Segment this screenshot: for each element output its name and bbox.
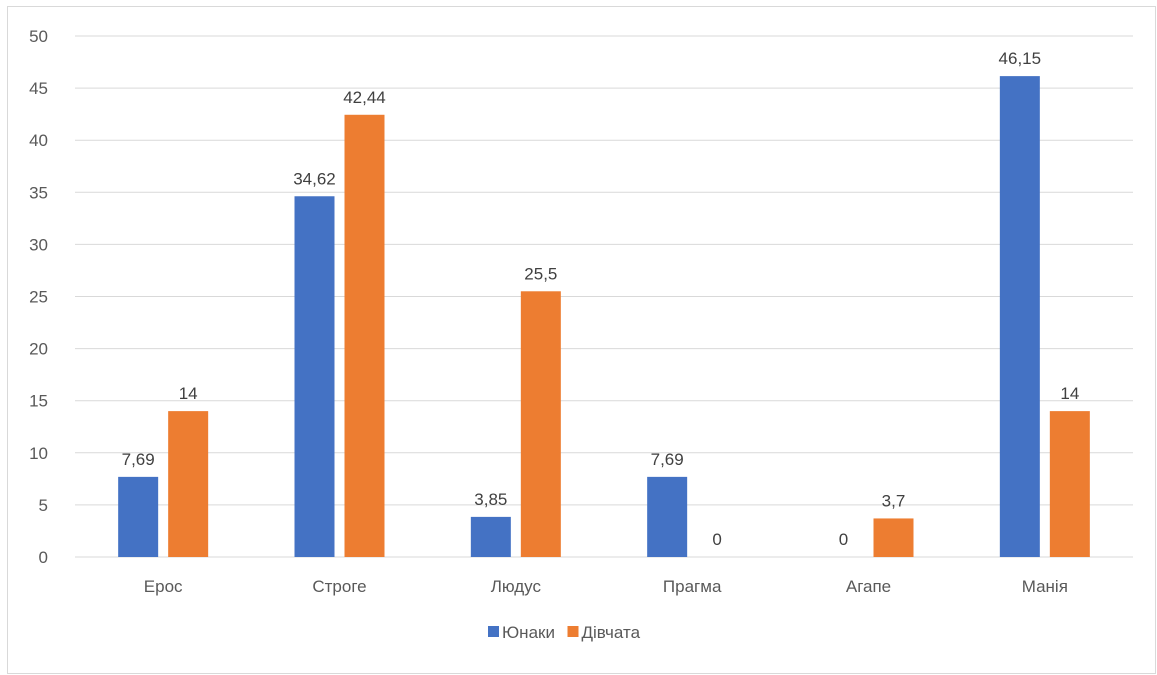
y-tick-label-40: 40: [29, 131, 48, 150]
data-label-series2-0: 14: [179, 384, 198, 403]
y-tick-label-45: 45: [29, 79, 48, 98]
y-tick-label-5: 5: [39, 496, 48, 515]
legend-label-1: Дівчата: [582, 623, 641, 642]
category-label-0: Ерос: [144, 577, 183, 596]
y-tick-label-25: 25: [29, 288, 48, 307]
legend-label-0: Юнаки: [502, 623, 555, 642]
data-label-series1-1: 34,62: [293, 169, 336, 188]
y-tick-label-30: 30: [29, 235, 48, 254]
bar-series1-3: [647, 476, 688, 557]
bar-series2-2: [520, 291, 561, 557]
legend-swatch-1: [567, 626, 579, 637]
data-label-series1-5: 46,15: [999, 49, 1042, 68]
bar-series2-4: [873, 518, 914, 557]
data-label-series1-3: 7,69: [651, 450, 684, 469]
bar-series2-0: [168, 411, 209, 557]
y-tick-label-0: 0: [39, 548, 48, 567]
y-tick-label-50: 50: [29, 27, 48, 46]
data-label-series2-3: 0: [712, 530, 721, 549]
data-label-series1-4: 0: [839, 530, 848, 549]
y-tick-label-15: 15: [29, 392, 48, 411]
category-label-3: Прагма: [663, 577, 722, 596]
bar-series1-1: [294, 196, 335, 558]
y-tick-label-10: 10: [29, 444, 48, 463]
category-label-5: Манія: [1022, 577, 1068, 596]
data-label-series1-2: 3,85: [474, 490, 507, 509]
bar-series2-1: [344, 114, 385, 557]
data-label-series2-4: 3,7: [882, 491, 906, 510]
category-label-2: Людус: [491, 577, 542, 596]
data-label-series2-5: 14: [1060, 384, 1079, 403]
bar-series2-5: [1049, 411, 1090, 557]
category-label-4: Агапе: [846, 577, 891, 596]
data-label-series2-2: 25,5: [524, 264, 557, 283]
bar-series1-0: [118, 476, 159, 557]
bar-series1-5: [999, 76, 1040, 557]
chart-frame: [7, 6, 1156, 674]
bar-series1-2: [470, 516, 511, 557]
y-tick-label-35: 35: [29, 183, 48, 202]
data-label-series2-1: 42,44: [343, 88, 386, 107]
data-label-series1-0: 7,69: [122, 450, 155, 469]
y-tick-label-20: 20: [29, 340, 48, 359]
legend-swatch-0: [488, 626, 499, 637]
category-label-1: Строге: [312, 577, 366, 596]
